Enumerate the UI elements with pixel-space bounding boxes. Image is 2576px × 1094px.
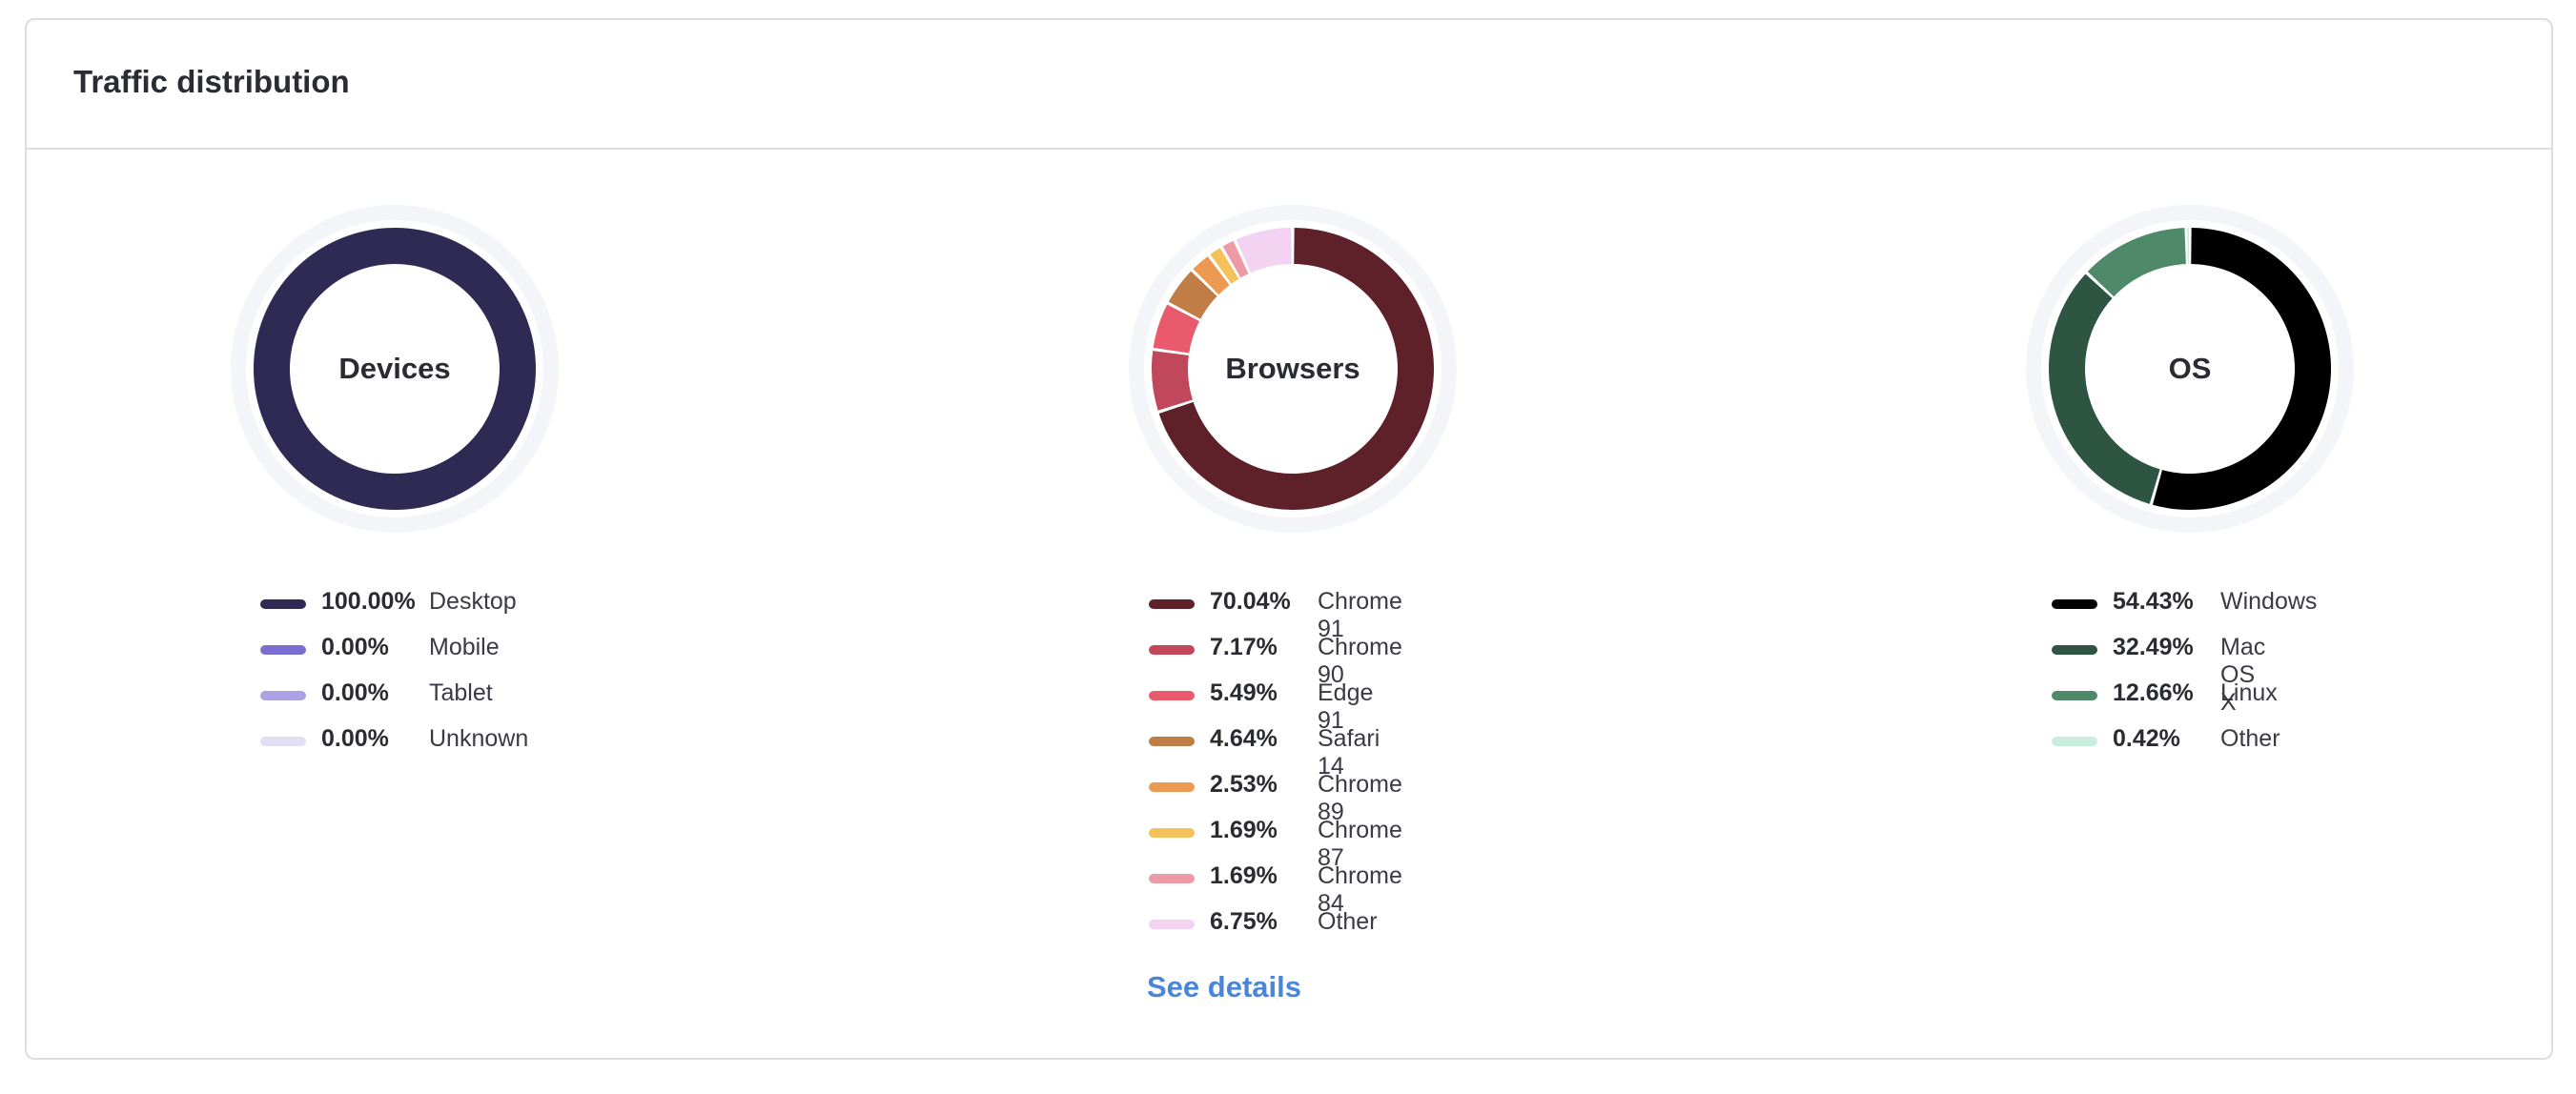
- browsers-donut-svg: [1129, 205, 1457, 533]
- legend-percent: 70.04%: [1210, 588, 1291, 615]
- browsers-donut-chart: Browsers: [1118, 194, 1467, 543]
- legend-percent: 6.75%: [1210, 908, 1278, 935]
- legend-swatch: [260, 737, 306, 746]
- legend-label: Unknown: [429, 725, 529, 752]
- legend-swatch: [260, 691, 306, 700]
- legend-percent: 4.64%: [1210, 725, 1278, 752]
- os-donut-svg: [2026, 205, 2354, 533]
- legend-percent: 1.69%: [1210, 817, 1278, 843]
- legend-label: Chrome 87: [1318, 817, 1402, 871]
- legend-percent: 7.17%: [1210, 634, 1278, 660]
- legend-label: Chrome 91: [1318, 588, 1402, 642]
- legend-swatch: [260, 645, 306, 655]
- browsers-donut-label: Browsers: [1225, 352, 1360, 385]
- legend-percent: 0.00%: [321, 725, 389, 752]
- legend-label: Other: [2220, 725, 2280, 752]
- devices-donut-label: Devices: [338, 352, 451, 385]
- legend-swatch: [1149, 782, 1195, 792]
- legend-label: Windows: [2220, 588, 2318, 615]
- donut-slice-windows[interactable]: [2152, 228, 2331, 510]
- legend-swatch: [1149, 599, 1195, 609]
- legend-swatch: [2052, 691, 2097, 700]
- os-donut-chart: OS: [2015, 194, 2364, 543]
- legend-label: Safari 14: [1318, 725, 1380, 780]
- legend-swatch: [1149, 691, 1195, 700]
- donut-slice-chrome-87[interactable]: [1210, 248, 1239, 284]
- donut-slice-chrome-84[interactable]: [1222, 240, 1249, 278]
- donut-slice-chrome-89[interactable]: [1193, 255, 1230, 295]
- legend-label: Chrome 90: [1318, 634, 1402, 688]
- donut-slice-desktop[interactable]: [254, 228, 536, 510]
- legend-label: Other: [1318, 908, 1378, 935]
- legend-label: Chrome 89: [1318, 771, 1402, 825]
- donut-slice-linux[interactable]: [2087, 228, 2186, 297]
- legend-swatch: [1149, 874, 1195, 883]
- legend-swatch: [2052, 645, 2097, 655]
- devices-donut-svg: [231, 205, 559, 533]
- legend-swatch: [1149, 737, 1195, 746]
- donut-slice-edge-91[interactable]: [1153, 304, 1200, 354]
- legend-label: Mac OS X: [2220, 634, 2266, 716]
- legend-percent: 54.43%: [2113, 588, 2194, 615]
- donut-slice-other[interactable]: [2187, 228, 2190, 265]
- legend-percent: 12.66%: [2113, 679, 2194, 706]
- legend-percent: 0.42%: [2113, 725, 2180, 752]
- legend-label: Linux: [2220, 679, 2278, 706]
- legend-swatch: [260, 599, 306, 609]
- legend-label: Tablet: [429, 679, 493, 706]
- card-header: Traffic distribution: [27, 20, 2551, 150]
- donut-slice-mac-os-x[interactable]: [2049, 274, 2160, 504]
- legend-label: Desktop: [429, 588, 517, 615]
- legend-percent: 0.00%: [321, 634, 389, 660]
- legend-swatch: [1149, 645, 1195, 655]
- legend-label: Mobile: [429, 634, 500, 660]
- donut-slice-safari-14[interactable]: [1168, 271, 1217, 319]
- legend-swatch: [2052, 599, 2097, 609]
- see-details-link[interactable]: See details: [1147, 970, 1301, 1003]
- donut-slice-other[interactable]: [1236, 228, 1292, 274]
- legend-percent: 32.49%: [2113, 634, 2194, 660]
- legend-percent: 5.49%: [1210, 679, 1278, 706]
- donut-slice-chrome-90[interactable]: [1152, 351, 1193, 411]
- card-title: Traffic distribution: [73, 64, 350, 99]
- legend-swatch: [1149, 828, 1195, 838]
- os-donut-label: OS: [2168, 352, 2212, 385]
- legend-percent: 0.00%: [321, 679, 389, 706]
- legend-percent: 1.69%: [1210, 862, 1278, 889]
- legend-swatch: [1149, 920, 1195, 929]
- legend-label: Edge 91: [1318, 679, 1374, 734]
- devices-donut-chart: Devices: [220, 194, 569, 543]
- legend-label: Chrome 84: [1318, 862, 1402, 917]
- legend-percent: 2.53%: [1210, 771, 1278, 798]
- legend-swatch: [2052, 737, 2097, 746]
- traffic-distribution-card: Traffic distribution: [25, 18, 2553, 1060]
- legend-percent: 100.00%: [321, 588, 416, 615]
